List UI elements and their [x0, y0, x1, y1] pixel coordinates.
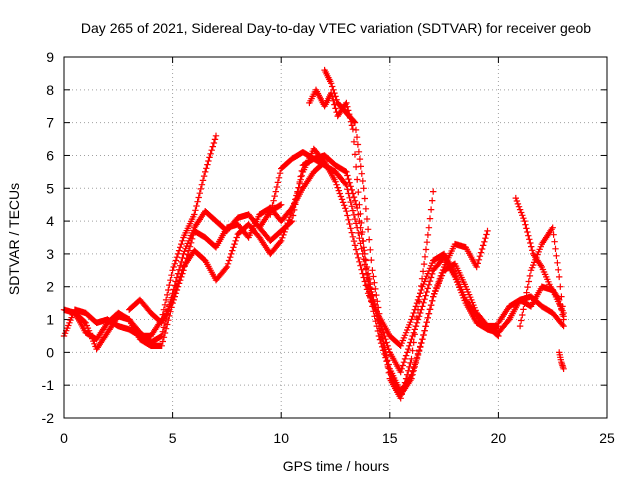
x-tick-label: 5 — [169, 430, 177, 446]
plot-frame — [63, 56, 608, 419]
x-tick-label: 25 — [599, 430, 615, 446]
y-axis-label: SDTVAR / TECUs — [6, 183, 22, 295]
series-track-7 — [306, 86, 491, 399]
data-series — [60, 66, 567, 402]
series-track-13 — [556, 349, 567, 372]
x-axis-label: GPS time / hours — [283, 458, 390, 474]
plus-markers — [321, 66, 437, 402]
series-track-1 — [60, 132, 220, 340]
y-tick-label: -2 — [42, 410, 55, 426]
grid-lines — [64, 57, 607, 418]
series-track-8 — [321, 66, 437, 402]
x-tick-label: 15 — [382, 430, 398, 446]
x-tick-label: 10 — [273, 430, 289, 446]
y-tick-label: 0 — [46, 344, 54, 360]
y-tick-label: 4 — [46, 213, 54, 229]
plus-markers — [60, 132, 220, 340]
y-tick-label: 9 — [46, 49, 54, 65]
y-tick-label: 1 — [46, 312, 54, 328]
x-tick-label: 0 — [60, 430, 68, 446]
y-tick-label: -1 — [42, 377, 55, 393]
axis-ticks: 0 5 10 15 20 25 -2 -1 0 1 2 3 4 5 6 7 8 9 — [42, 49, 615, 446]
plus-markers — [516, 224, 567, 330]
y-tick-label: 7 — [46, 115, 54, 131]
y-tick-label: 8 — [46, 82, 54, 98]
y-tick-label: 3 — [46, 246, 54, 262]
series-track-11 — [516, 224, 567, 330]
chart-title: Day 265 of 2021, Sidereal Day-to-day VTE… — [81, 20, 591, 36]
x-tick-label: 20 — [491, 430, 507, 446]
plus-markers — [306, 86, 491, 399]
y-tick-label: 6 — [46, 147, 54, 163]
series-track-12 — [506, 293, 567, 330]
y-tick-label: 5 — [46, 180, 54, 196]
plus-markers — [556, 349, 567, 372]
y-tick-label: 2 — [46, 279, 54, 295]
plus-markers — [506, 293, 567, 330]
